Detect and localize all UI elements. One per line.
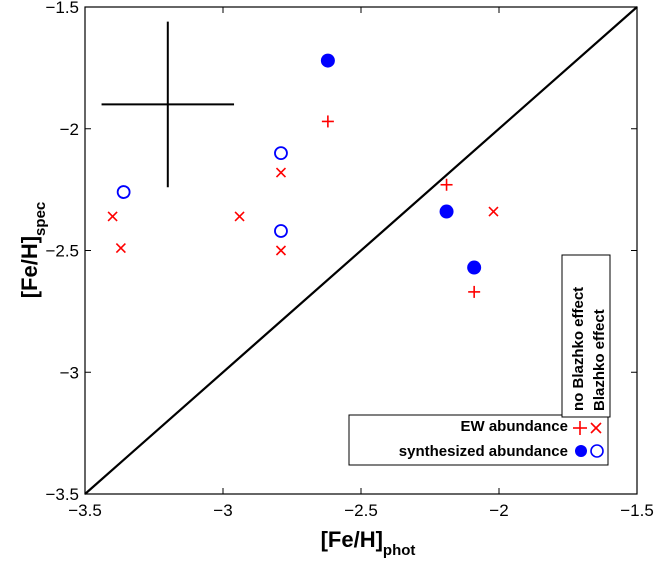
legend-row-synth: synthesized abundance xyxy=(399,443,568,460)
plus-marker xyxy=(321,115,334,128)
plus-marker xyxy=(468,285,481,298)
open-circle-marker xyxy=(116,185,131,199)
legend-box xyxy=(348,414,609,466)
plot-frame xyxy=(84,6,638,495)
legend-col-header-no-blazhko: no Blazhko effect xyxy=(570,287,587,411)
y-axis-label-main: [Fe/H] xyxy=(17,236,42,298)
filled-circle-marker xyxy=(467,260,482,275)
y-axis-label-sub: spec xyxy=(32,202,49,236)
x-tick-label: −2.5 xyxy=(344,501,378,520)
identity-line xyxy=(84,6,638,495)
legend-row-ew: EW abundance xyxy=(460,418,568,435)
x-marker xyxy=(234,211,245,222)
x-tick-label: −1.5 xyxy=(620,501,654,520)
legend-col-header-blazhko: Blazhko effect xyxy=(591,309,608,411)
legend-plus-marker xyxy=(573,421,587,435)
identity-line-group xyxy=(84,6,638,495)
x-axis-label-main: [Fe/H] xyxy=(321,527,383,552)
y-tick-label: −3.5 xyxy=(45,485,79,504)
filled-circle-marker xyxy=(439,204,454,219)
x-marker xyxy=(107,211,118,222)
legend-filled-circle-marker xyxy=(575,445,587,457)
plus-marker xyxy=(440,178,453,191)
y-tick-label: −1.5 xyxy=(45,0,79,17)
legend-x-marker xyxy=(590,422,602,434)
open-circle-marker xyxy=(274,146,288,161)
x-axis-label: [Fe/H]phot xyxy=(321,527,416,559)
y-axis-label: [Fe/H]spec xyxy=(17,202,49,299)
x-marker xyxy=(488,206,499,217)
y-tick-label: −2 xyxy=(60,120,79,139)
y-tick-label: −3 xyxy=(60,363,79,382)
x-tick-label: −3 xyxy=(213,501,232,520)
filled-circle-marker xyxy=(320,53,335,68)
legend-open-circle-marker xyxy=(590,444,604,458)
x-marker xyxy=(275,167,287,178)
x-tick-label: −3.5 xyxy=(68,501,102,520)
tick-group: −3.5 −3 −2.5 −2 −1.5 −3.5 −3 −2.5 −2 −1.5 xyxy=(45,0,653,520)
legend: no Blazhko effect Blazhko effect EW abun… xyxy=(348,254,611,466)
legend-header-box xyxy=(561,254,611,418)
x-marker xyxy=(115,242,126,254)
data-points xyxy=(107,53,499,298)
x-marker xyxy=(275,245,287,256)
x-axis-label-sub: phot xyxy=(383,542,415,559)
y-tick-label: −2.5 xyxy=(45,242,79,261)
error-bar-group xyxy=(101,21,235,188)
x-tick-label: −2 xyxy=(489,501,508,520)
open-circle-marker xyxy=(274,224,288,238)
